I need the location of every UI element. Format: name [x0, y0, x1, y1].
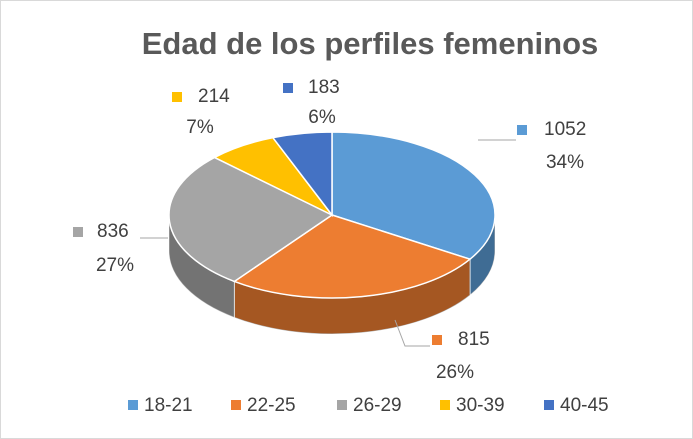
- label-marker: [517, 125, 527, 135]
- data-label: 214: [198, 86, 230, 107]
- label-marker: [432, 335, 442, 345]
- label-marker: [73, 227, 83, 237]
- data-label: 183: [308, 77, 340, 98]
- pie-side-shade: [234, 259, 470, 334]
- data-label: 836: [97, 221, 129, 242]
- percent-label: 27%: [96, 255, 134, 276]
- pie-slice: [232, 214, 472, 299]
- label-marker: [172, 92, 182, 102]
- data-label: 1052: [544, 119, 586, 140]
- legend-marker: [544, 400, 554, 410]
- legend-marker: [337, 400, 347, 410]
- chart-title: Edad de los perfiles femeninos: [142, 26, 599, 61]
- legend-label: 40-45: [560, 395, 609, 416]
- pie-side-shade: [169, 215, 235, 318]
- pie-side-shade: [469, 215, 495, 296]
- percent-label: 34%: [546, 152, 584, 173]
- legend-marker: [231, 400, 241, 410]
- legend-label: 22-25: [247, 395, 296, 416]
- legend-label: 26-29: [353, 395, 402, 416]
- legend-marker: [440, 400, 450, 410]
- pie-slice: [168, 156, 334, 283]
- pie-slice: [271, 131, 333, 218]
- percent-label: 7%: [186, 117, 214, 138]
- data-label: 815: [458, 329, 490, 350]
- leader-line: [394, 319, 430, 347]
- legend-label: 18-21: [144, 395, 193, 416]
- percent-label: 6%: [308, 107, 336, 128]
- label-marker: [283, 83, 293, 93]
- legend-label: 30-39: [456, 395, 505, 416]
- legend-marker: [128, 400, 138, 410]
- percent-label: 26%: [436, 362, 474, 383]
